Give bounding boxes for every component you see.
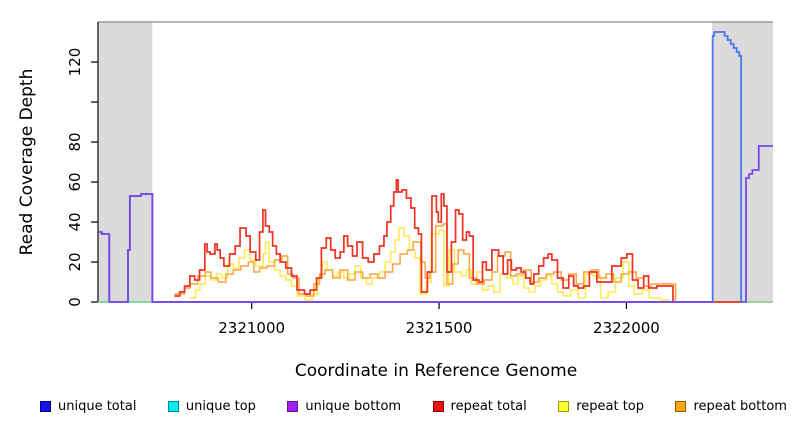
series-unique-bottom bbox=[98, 193, 712, 303]
legend-label: repeat top bbox=[576, 399, 644, 414]
x-tick-label: 2321000 bbox=[218, 319, 285, 337]
legend-key-repeat-bottom bbox=[675, 401, 687, 412]
legend-key-unique-total bbox=[40, 401, 51, 412]
legend-label: unique bottom bbox=[305, 399, 402, 414]
legend-item-unique-top: unique top bbox=[167, 399, 256, 414]
x-tick-label: 2321500 bbox=[406, 319, 473, 337]
masked-region bbox=[711, 22, 773, 302]
y-tick-label: 80 bbox=[66, 132, 84, 151]
y-tick-label: 60 bbox=[66, 172, 84, 191]
legend-item-repeat-total: repeat total bbox=[432, 399, 527, 414]
legend-key-unique-top bbox=[167, 401, 179, 412]
y-tick-label: 40 bbox=[66, 212, 84, 231]
x-tick-label: 2322000 bbox=[593, 319, 660, 337]
series-unique-bottom bbox=[745, 145, 773, 303]
y-axis-title: Read Coverage Depth bbox=[17, 68, 37, 256]
legend-key-unique-bottom bbox=[287, 401, 299, 412]
legend-item-unique-total: unique total bbox=[40, 399, 136, 414]
y-tick-label: 120 bbox=[66, 48, 84, 77]
legend-label: repeat bottom bbox=[693, 399, 787, 414]
legend: unique total unique top unique bottom re… bbox=[40, 399, 787, 414]
legend-key-repeat-total bbox=[432, 401, 444, 412]
legend-label: unique total bbox=[58, 399, 137, 414]
legend-label: unique top bbox=[185, 399, 256, 414]
series-repeat-total bbox=[174, 179, 674, 302]
series-repeat-top bbox=[189, 227, 669, 302]
legend-item-unique-bottom: unique bottom bbox=[287, 399, 401, 414]
y-tick-label: 20 bbox=[66, 252, 84, 271]
chart-canvas: 2321000 2321500 2322000 0 20 40 60 80 120 bbox=[66, 21, 773, 337]
legend-label: repeat total bbox=[450, 399, 527, 414]
legend-key-repeat-top bbox=[558, 401, 570, 412]
legend-item-repeat-top: repeat top bbox=[558, 399, 644, 414]
x-axis-title: Coordinate in Reference Genome bbox=[294, 361, 578, 381]
masked-region bbox=[98, 22, 153, 302]
legend-item-repeat-bottom: repeat bottom bbox=[675, 399, 787, 414]
y-tick-label: 0 bbox=[66, 297, 84, 307]
